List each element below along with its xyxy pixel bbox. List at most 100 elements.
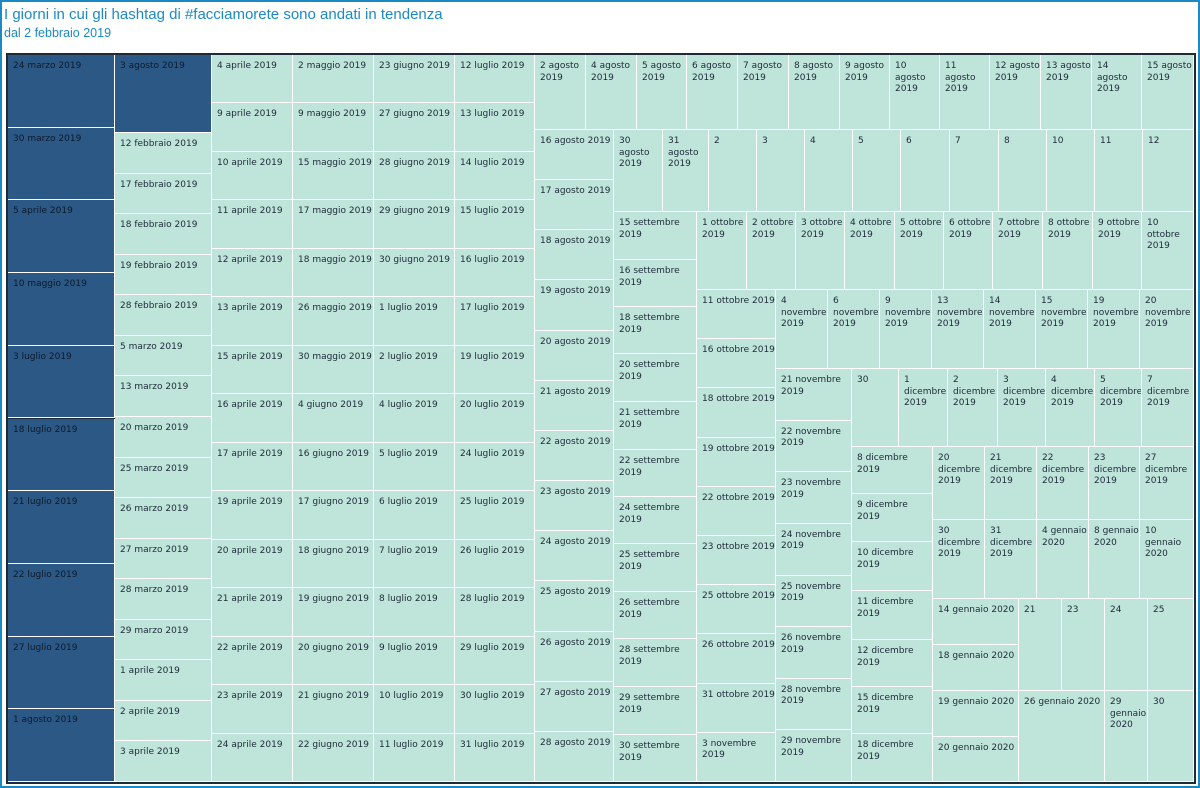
treemap-cell: 13 aprile 2019 — [212, 297, 293, 346]
treemap-cell: 26 ottobre 2019 — [697, 634, 776, 684]
treemap-cell: 20 gennaio 2020 — [933, 737, 1019, 782]
treemap-cell: 21 giugno 2019 — [293, 685, 374, 734]
treemap-cell: 30 dicembre 2019 — [933, 520, 985, 599]
treemap-cell: 15 novembre 2019 — [1036, 290, 1088, 369]
treemap-cell: 11 aprile 2019 — [212, 200, 293, 249]
treemap-cell: 21 agosto 2019 — [535, 380, 614, 431]
treemap-cell: 12 luglio 2019 — [455, 55, 535, 104]
treemap-cell: 3 dicembre 2019 — [998, 369, 1046, 447]
treemap-cell: 14 luglio 2019 — [455, 151, 535, 201]
treemap-cell: 31 dicembre 2019 — [985, 520, 1037, 599]
treemap-cell: 10 maggio 2019 — [8, 273, 115, 346]
treemap-cell: 3 ottobre 2019 — [796, 212, 845, 290]
treemap-cell: 27 giugno 2019 — [374, 103, 455, 152]
treemap-cell: 30 — [1148, 691, 1194, 782]
treemap-cell: 11 ottobre 2019 — [697, 290, 776, 340]
treemap-cell: 23 novembre 2019 — [776, 472, 852, 524]
treemap-cell: 13 agosto 2019 — [1041, 55, 1092, 130]
treemap-cell: 21 novembre 2019 — [776, 369, 852, 421]
treemap-cell: 5 — [853, 130, 901, 212]
treemap-cell: 19 aprile 2019 — [212, 491, 293, 540]
treemap-cell: 11 agosto 2019 — [940, 55, 990, 130]
treemap-cell: 27 marzo 2019 — [115, 538, 212, 580]
treemap-cell: 7 — [950, 130, 999, 212]
treemap-cell: 9 maggio 2019 — [293, 103, 374, 152]
treemap-cell: 17 febbraio 2019 — [115, 173, 212, 215]
treemap-cell: 25 novembre 2019 — [776, 575, 852, 628]
treemap-cell: 6 novembre 2019 — [828, 290, 880, 369]
treemap-cell: 22 dicembre 2019 — [1037, 447, 1089, 520]
treemap-cell: 3 — [757, 130, 805, 212]
treemap-cell: 30 maggio 2019 — [293, 345, 374, 395]
treemap-cell: 4 gennaio 2020 — [1037, 520, 1089, 599]
treemap-cell: 30 settembre 2019 — [614, 735, 697, 782]
treemap-cell: 8 — [999, 130, 1047, 212]
treemap-cell: 20 settembre 2019 — [614, 354, 697, 402]
treemap-cell: 5 ottobre 2019 — [895, 212, 944, 290]
treemap-cell: 7 ottobre 2019 — [993, 212, 1043, 290]
treemap-cell: 1 ottobre 2019 — [697, 212, 747, 290]
treemap-cell: 28 giugno 2019 — [374, 151, 455, 201]
treemap-cell: 25 marzo 2019 — [115, 457, 212, 499]
treemap-cell: 1 luglio 2019 — [374, 297, 455, 346]
treemap-cell: 3 novembre 2019 — [697, 732, 776, 782]
treemap-cell: 21 settembre 2019 — [614, 402, 697, 450]
treemap-cell: 12 — [1143, 130, 1194, 212]
treemap-cell: 6 agosto 2019 — [687, 55, 738, 130]
treemap-cell: 4 — [805, 130, 853, 212]
treemap-cell: 27 luglio 2019 — [8, 636, 115, 710]
treemap-cell: 22 giugno 2019 — [293, 733, 374, 782]
treemap-cell: 2 luglio 2019 — [374, 345, 455, 395]
treemap-cell: 4 giugno 2019 — [293, 394, 374, 443]
treemap-cell: 28 settembre 2019 — [614, 639, 697, 687]
treemap-cell: 19 agosto 2019 — [535, 280, 614, 331]
treemap-cell: 28 agosto 2019 — [535, 731, 614, 782]
treemap-cell: 23 agosto 2019 — [535, 481, 614, 532]
treemap-cell: 13 novembre 2019 — [932, 290, 984, 369]
treemap-cell: 1 dicembre 2019 — [899, 369, 948, 447]
treemap-cell: 18 giugno 2019 — [293, 539, 374, 589]
treemap-cell: 7 agosto 2019 — [738, 55, 789, 130]
treemap-cell: 26 novembre 2019 — [776, 627, 852, 679]
treemap-cell: 22 agosto 2019 — [535, 430, 614, 482]
treemap-cell: 20 marzo 2019 — [115, 416, 212, 458]
treemap-cell: 18 maggio 2019 — [293, 248, 374, 298]
treemap-cell: 30 marzo 2019 — [8, 127, 115, 201]
treemap: 24 marzo 2019 30 marzo 2019 5 aprile 2019 1… — [6, 53, 1196, 784]
treemap-cell: 4 aprile 2019 — [212, 55, 293, 104]
treemap-cell: 29 marzo 2019 — [115, 619, 212, 661]
treemap-cell: 9 dicembre 2019 — [852, 494, 933, 542]
treemap-cell: 30 agosto 2019 — [614, 130, 663, 212]
treemap-cell: 16 aprile 2019 — [212, 394, 293, 443]
treemap-cell: 14 gennaio 2020 — [933, 599, 1019, 645]
treemap-cell: 29 luglio 2019 — [455, 636, 535, 686]
treemap-cell: 20 aprile 2019 — [212, 539, 293, 589]
treemap-cell: 17 giugno 2019 — [293, 491, 374, 540]
treemap-cell: 21 aprile 2019 — [212, 588, 293, 637]
treemap-cell: 1 agosto 2019 — [8, 709, 115, 782]
treemap-cell: 15 dicembre 2019 — [852, 687, 933, 734]
treemap-cell: 28 febbraio 2019 — [115, 295, 212, 336]
treemap-cell: 11 — [1095, 130, 1143, 212]
treemap-cell: 31 ottobre 2019 — [697, 683, 776, 733]
treemap-cell: 15 maggio 2019 — [293, 151, 374, 201]
treemap-cell: 16 ottobre 2019 — [697, 339, 776, 389]
treemap-cell: 2 — [709, 130, 757, 212]
treemap-cell: 18 luglio 2019 — [8, 418, 115, 492]
treemap-cell: 8 luglio 2019 — [374, 588, 455, 637]
treemap-cell: 25 agosto 2019 — [535, 581, 614, 632]
treemap-cell: 19 gennaio 2020 — [933, 691, 1019, 737]
treemap-cell: 12 dicembre 2019 — [852, 640, 933, 687]
treemap-cell: 31 agosto 2019 — [663, 130, 709, 212]
treemap-cell: 20 luglio 2019 — [455, 394, 535, 443]
treemap-cell: 26 luglio 2019 — [455, 539, 535, 589]
treemap-cell: 3 aprile 2019 — [115, 741, 212, 782]
treemap-cell: 22 aprile 2019 — [212, 636, 293, 686]
treemap-cell: 7 luglio 2019 — [374, 539, 455, 589]
treemap-cell: 2 ottobre 2019 — [747, 212, 796, 290]
treemap-cell: 7 dicembre 2019 — [1142, 369, 1194, 447]
treemap-cell: 9 luglio 2019 — [374, 636, 455, 686]
treemap-cell: 8 agosto 2019 — [789, 55, 840, 130]
treemap-cell: 9 ottobre 2019 — [1093, 212, 1142, 290]
